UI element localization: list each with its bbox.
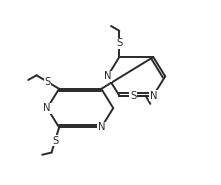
Text: S: S [116,38,122,48]
Text: N: N [43,103,51,113]
Text: N: N [97,122,105,132]
Text: S: S [52,136,58,146]
Text: S: S [44,77,50,87]
Text: S: S [130,91,136,101]
Text: N: N [104,71,111,81]
Text: N: N [150,91,157,101]
